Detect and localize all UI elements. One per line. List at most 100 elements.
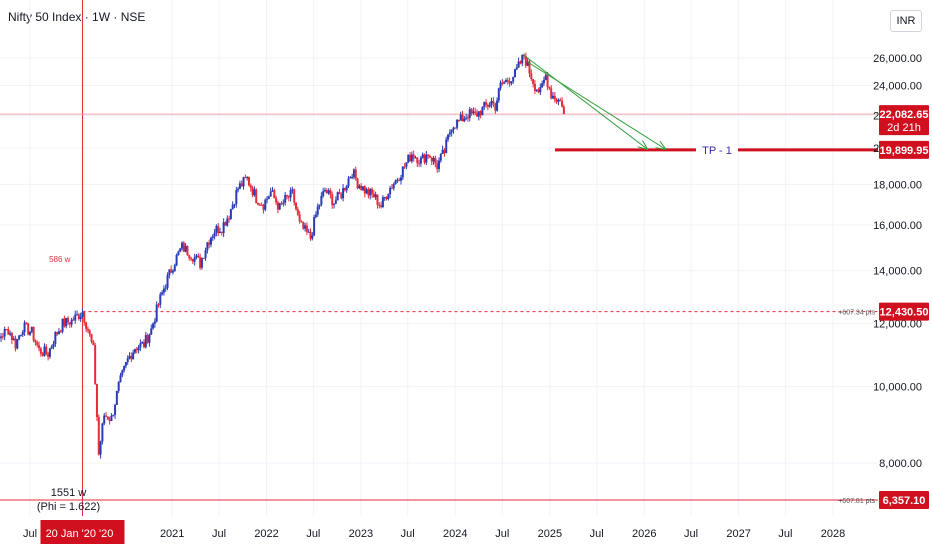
candle-body [264,199,267,210]
candle-body [342,188,345,199]
candle-body [124,362,127,366]
candle-body [380,205,383,208]
candle-body [103,415,106,424]
candle-body [229,209,232,219]
candle-body [237,188,240,191]
candle-body [34,340,37,343]
candle-body [32,326,35,341]
candle-body [309,231,312,239]
candle-body [562,106,565,115]
candle-body [1,336,4,338]
candle-body [313,217,316,236]
y-tick-label: 8,000.00 [879,458,922,470]
candle-body [327,190,330,194]
candle-body [474,111,477,113]
candle-body [394,180,397,185]
candle-body [159,294,162,305]
candle-body [200,258,203,268]
x-tick-label: Jul [306,528,320,540]
candle-body [436,163,439,170]
candle-body [396,179,399,181]
candle-body [235,190,238,205]
candle-body [86,328,89,331]
candle-body [273,190,276,199]
candle-body [61,318,64,332]
candle-body [128,356,131,359]
x-axis: Jul 2021 Jul 2022 Jul 2023 Jul 2024 Jul 2025 Jul 20… [23,520,845,544]
candle-body [479,111,482,116]
target-text-bg [696,140,738,157]
candle-body [468,109,471,118]
y-tick-label: 16,000.00 [873,220,922,232]
candle-body [168,269,171,276]
candle-body [561,100,564,107]
level-low-tag-label: 6,357.10 [883,495,926,507]
x-tick-label: Jul [778,528,792,540]
candle-body [385,197,388,200]
candle-body [228,218,231,220]
candle-body [65,317,68,327]
candle-body [36,342,39,346]
candle-body [340,194,343,199]
candle-body [304,225,307,229]
candle-body [372,193,375,198]
candle-body [182,242,185,252]
candle-body [369,189,372,196]
candle-body [296,209,299,215]
candle-body [166,275,169,288]
candle-body [247,177,250,186]
x-tick-label: Jul [212,528,226,540]
candle-body [25,322,28,324]
candle-body [240,183,243,187]
candle-body [506,79,509,82]
candle-body [430,157,433,162]
candle-body [123,365,126,371]
candle-body [215,225,218,233]
candle-body [343,188,346,191]
candle-body [338,192,341,195]
currency-selector[interactable]: INR [890,10,922,32]
candle-body [401,166,404,178]
candle-body [148,334,151,343]
candle-body [365,189,368,194]
candle-body [311,235,314,239]
candle-body [437,160,440,170]
candle-body [202,258,205,260]
candle-body [226,218,229,226]
candle-body [485,102,488,105]
candle-body [323,190,326,192]
candle-body [371,189,374,194]
candle-body [45,346,48,354]
candle-body [206,242,209,251]
candle-body [97,416,100,455]
x-tick-label: 2024 [443,528,467,540]
candle-body [126,358,129,363]
candle-body [249,185,252,188]
candle-body [403,166,406,168]
candle-body [515,67,518,70]
candle-body [133,349,136,353]
level-low-tag-bg [879,491,929,509]
candle-body [280,203,283,205]
candle-body [336,192,339,201]
candle-body [260,204,263,206]
candle-body [345,186,348,191]
candle-body [193,257,196,262]
candle-body [407,154,410,163]
candle-body [544,75,547,80]
candle-body [376,194,379,205]
candle-body [155,304,158,322]
trend-arrow [527,61,666,149]
candle-body [70,319,73,325]
candle-body [10,333,13,341]
candle-body [349,177,352,179]
candle-body [548,87,551,89]
candle-body [329,190,332,195]
candle-body [461,114,464,122]
vertical-marker: 586 w 1551 w (Phi = 1.622) [37,0,100,516]
candle-body [405,162,408,167]
candle-body [266,198,269,200]
candle-body [316,206,319,215]
candle-body [552,95,555,99]
